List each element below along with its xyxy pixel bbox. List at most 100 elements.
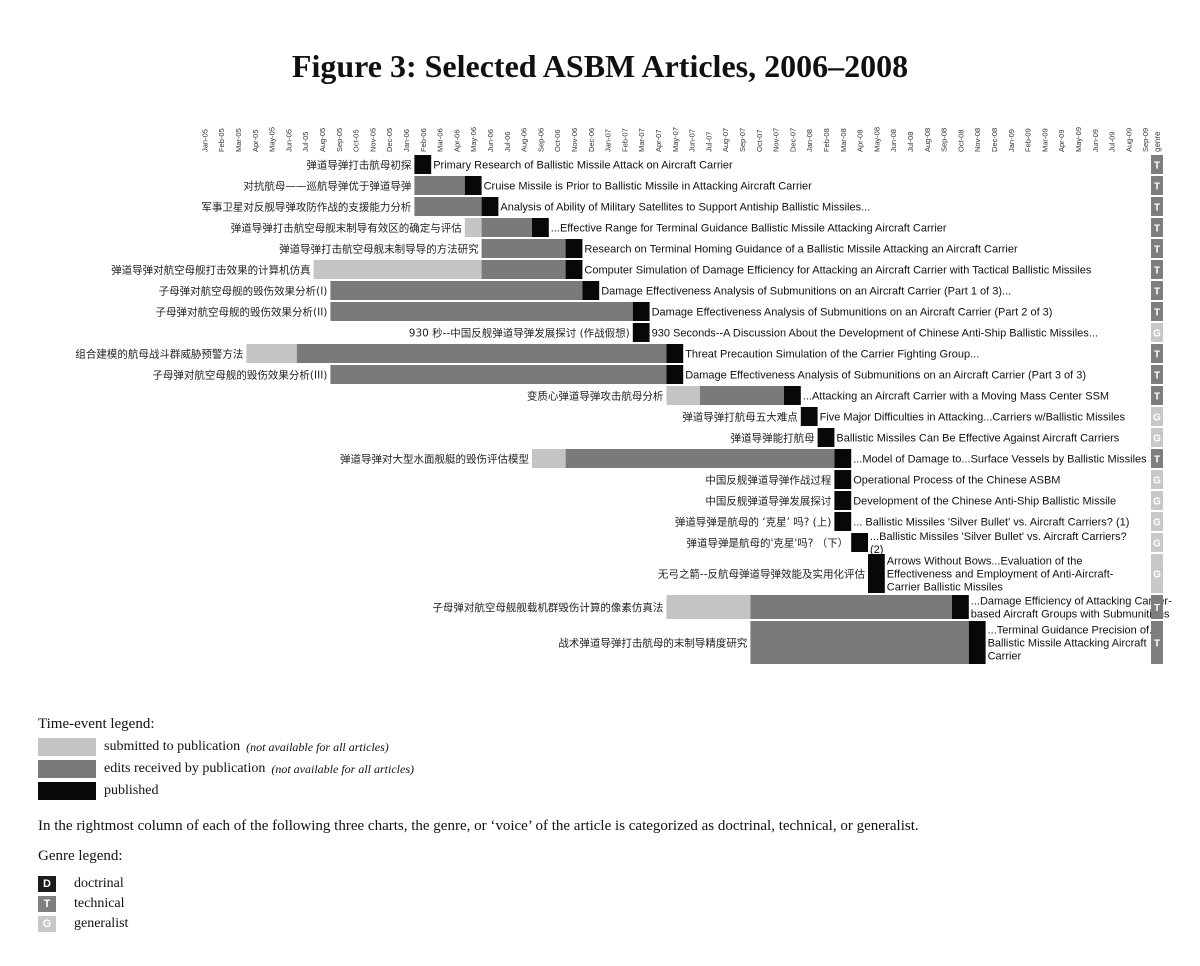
bar-submitted-12	[666, 386, 700, 405]
bar-published-4	[532, 218, 549, 237]
month-label-Jul-07: Jul-07	[704, 132, 713, 152]
article-cn-title-11: 子母弹对航空母舰的毁伤效果分析(III)	[152, 369, 327, 382]
month-label-Nov-07: Nov-07	[772, 128, 781, 152]
genre-cell-6	[1151, 260, 1163, 279]
month-label-May-08: May-08	[872, 127, 881, 152]
month-label-Jan-06: Jan-06	[402, 129, 411, 152]
month-label-Jun-07: Jun-07	[688, 129, 697, 152]
genre-t-box: T	[38, 896, 56, 912]
article-en-title-7: Damage Effectiveness Analysis of Submuni…	[601, 286, 1011, 298]
month-label-Jul-08: Jul-08	[906, 132, 915, 152]
genre-cell-10	[1151, 344, 1163, 363]
article-en-title-19-line-2: (2)	[870, 544, 883, 556]
article-cn-title-2: 对抗航母——巡航导弹优于弹道导弹	[243, 180, 411, 193]
month-label-Oct-05: Oct-05	[352, 129, 361, 152]
article-en-title-2: Cruise Missile is Prior to Ballistic Mis…	[484, 181, 813, 193]
bar-published-3	[481, 197, 499, 216]
legend-published-label: published	[104, 783, 159, 798]
month-label-Nov-05: Nov-05	[368, 128, 377, 152]
article-cn-title-6: 弹道导弹对航空母舰打击效果的计算机仿真	[111, 264, 311, 277]
article-en-title-22-line-2: Ballistic Missile Attacking Aircraft	[988, 638, 1147, 650]
month-label-Jun-09: Jun-09	[1091, 129, 1100, 152]
genre-letter-22: T	[1154, 639, 1160, 650]
article-cn-title-22: 战术弹道导弹打击航母的末制导精度研究	[558, 637, 747, 650]
chart-title: Figure 3: Selected ASBM Articles, 2006–2…	[291, 48, 909, 84]
article-en-title-1: Primary Research of Ballistic Missile At…	[433, 160, 733, 172]
bar-published-10	[666, 344, 684, 363]
genre-letter-3: T	[1154, 203, 1160, 214]
genre-letter-15: T	[1154, 455, 1160, 466]
month-label-Jul-05: Jul-05	[301, 132, 310, 152]
genre-cell-13	[1151, 407, 1163, 426]
bar-published-12	[784, 386, 801, 405]
submitted-swatch	[38, 738, 96, 756]
genre-letter-16: G	[1153, 476, 1161, 487]
article-en-title-19: ...Ballistic Missiles 'Silver Bullet' vs…	[870, 531, 1127, 543]
month-label-Feb-09: Feb-09	[1024, 128, 1033, 152]
month-label-Sep-08: Sep-08	[940, 128, 949, 152]
month-label-Oct-07: Oct-07	[755, 129, 764, 152]
article-cn-title-17: 中国反舰弹道导弹发展探讨	[705, 495, 831, 508]
bar-edits-21	[750, 595, 952, 619]
genre-letter-9: G	[1153, 329, 1161, 340]
bar-published-19	[851, 533, 868, 552]
month-label-Jun-05: Jun-05	[284, 129, 293, 152]
genre-cell-5	[1151, 239, 1163, 258]
legend-published: published	[38, 782, 158, 800]
article-en-title-9: 930 Seconds--A Discussion About the Deve…	[652, 328, 1098, 340]
genre-explanation: In the rightmost column of each of the f…	[38, 818, 919, 834]
article-en-title-14: Ballistic Missiles Can Be Effective Agai…	[836, 433, 1119, 445]
month-label-May-05: May-05	[268, 127, 277, 152]
bar-submitted-21	[666, 595, 751, 619]
article-en-title-21-line-2: based Aircraft Groups with Submunitions	[971, 609, 1170, 621]
month-label-Sep-05: Sep-05	[335, 128, 344, 152]
gantt-chart: Jan-05 Feb-05 Mar-05 Apr-05 May-05 Jun-05 Jul-…	[75, 127, 1172, 664]
genre-letter-1: T	[1154, 161, 1160, 172]
article-en-title-18: ... Ballistic Missiles 'Silver Bullet' v…	[853, 517, 1129, 529]
article-cn-title-5: 弹道导弹打击航空母舰末制导导的方法研究	[279, 243, 479, 256]
article-cn-title-15: 弹道导弹对大型水面舰艇的毁伤评估模型	[340, 453, 529, 466]
genre-cell-7	[1151, 281, 1163, 300]
article-cn-title-7: 子母弹对航空母舰的毁伤效果分析(I)	[159, 285, 328, 298]
month-label-Aug-08: Aug-08	[923, 128, 932, 152]
article-en-title-22: ...Terminal Guidance Precision of...	[988, 625, 1159, 637]
article-cn-title-10: 组合建模的航母战斗群威胁预警方法	[75, 348, 243, 361]
published-swatch	[38, 782, 96, 800]
genre-letter-19: G	[1153, 539, 1161, 550]
genre-letter-17: G	[1153, 497, 1161, 508]
bar-published-2	[464, 176, 482, 195]
article-en-title-3: Analysis of Ability of Military Satellit…	[500, 202, 870, 214]
bar-edits-5	[481, 239, 566, 258]
article-cn-title-16: 中国反舰弹道导弹作战过程	[705, 474, 831, 487]
month-label-Feb-07: Feb-07	[620, 128, 629, 152]
genre-letter-10: T	[1154, 350, 1160, 361]
genre-technical: T technical	[38, 896, 125, 912]
article-cn-title-1: 弹道导弹打击航母初探	[306, 159, 411, 172]
article-en-title-13: Five Major Difficulties in Attacking...C…	[820, 412, 1126, 424]
month-label-Apr-07: Apr-07	[654, 129, 663, 152]
bar-edits-2	[414, 176, 465, 195]
month-label-Feb-06: Feb-06	[419, 128, 428, 152]
article-cn-title-14: 弹道导弹能打航母	[731, 432, 815, 445]
bar-edits-10	[296, 344, 667, 363]
genre-letter-14: G	[1153, 434, 1161, 445]
genre-letter-12: T	[1154, 392, 1160, 403]
month-label-Apr-06: Apr-06	[452, 129, 461, 152]
month-label-Jan-09: Jan-09	[1007, 129, 1016, 152]
genre-generalist: G generalist	[38, 916, 128, 932]
month-label-Sep-07: Sep-07	[738, 128, 747, 152]
genre-cell-11	[1151, 365, 1163, 384]
genre-doctrinal-label: doctrinal	[74, 876, 124, 891]
article-en-title-20-line-2: Effectiveness and Employment of Anti-Air…	[887, 569, 1114, 581]
article-cn-title-20: 无弓之箭--反航母弹道导弹效能及实用化评估	[658, 568, 866, 581]
legend-submitted-label: submitted to publication	[104, 739, 241, 754]
bar-published-9	[632, 323, 650, 342]
month-label-Jul-09: Jul-09	[1108, 132, 1117, 152]
month-label-Jul-06: Jul-06	[503, 132, 512, 152]
month-label-Jan-08: Jan-08	[805, 129, 814, 152]
genre-doctrinal: D doctrinal	[38, 876, 124, 892]
bar-edits-11	[330, 365, 667, 384]
article-en-title-22-line-3: Carrier	[988, 651, 1022, 663]
bar-submitted-15	[532, 449, 566, 468]
bar-published-18	[834, 512, 852, 531]
